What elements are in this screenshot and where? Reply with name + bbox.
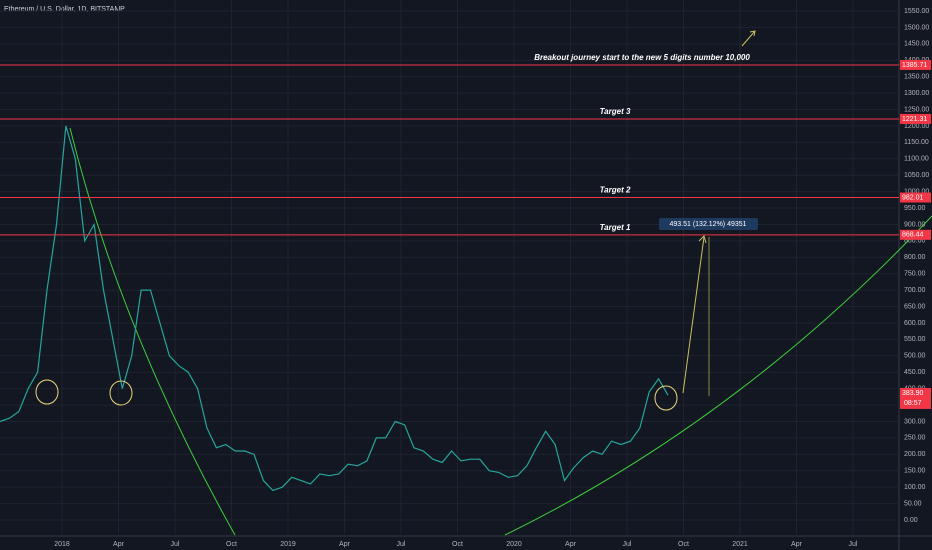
projection-arrow [682, 236, 705, 394]
circle-marker [109, 380, 133, 406]
x-tick-label: Apr [791, 541, 803, 548]
support-curve [504, 215, 932, 536]
y-tick-label: 150.00 [904, 468, 926, 475]
y-tick-label: 1550.00 [904, 8, 929, 15]
level-tag [900, 113, 931, 124]
y-tick-label: 1100.00 [904, 156, 929, 163]
y-tick-label: 1200.00 [904, 123, 929, 130]
x-tick-label: 2020 [506, 541, 522, 548]
level-tag [900, 59, 931, 70]
level-label: 1221.31 [902, 116, 927, 123]
y-tick-label: 1050.00 [904, 172, 929, 179]
x-tick-label: Oct [226, 541, 237, 548]
y-tick-label: 1000.00 [904, 188, 929, 195]
y-tick-label: 700.00 [904, 287, 926, 294]
y-tick-label: 1300.00 [904, 90, 929, 97]
arrow-head [749, 30, 756, 37]
level-tag [900, 229, 931, 240]
level-annotation: Target 2 [600, 186, 631, 195]
x-tick-label: Oct [452, 541, 463, 548]
y-tick-label: 650.00 [904, 303, 926, 310]
measure-label: 493.51 (132.12%) 49351 [669, 221, 746, 228]
last-price-tag [900, 387, 931, 409]
y-tick-label: 300.00 [904, 418, 926, 425]
price-line [0, 125, 669, 492]
y-tick-label: 1500.00 [904, 24, 929, 31]
grid [0, 0, 899, 536]
support-curve [69, 127, 236, 536]
level-tag [900, 192, 931, 203]
x-tick-label: Jul [397, 541, 406, 548]
x-tick-label: 2018 [54, 541, 70, 548]
x-tick-label: Apr [339, 541, 351, 548]
x-tick-label: Oct [678, 541, 689, 548]
x-tick-label: 2021 [732, 541, 748, 548]
plot [0, 64, 899, 492]
chart-title: Ethereum / U.S. Dollar, 1D, BITSTAMP [4, 6, 125, 13]
y-tick-label: 550.00 [904, 336, 926, 343]
y-tick-label: 800.00 [904, 254, 926, 261]
level-annotation: Target 1 [600, 223, 631, 232]
y-tick-label: 850.00 [904, 238, 926, 245]
x-tick-label: Apr [113, 541, 125, 548]
y-tick-label: 50.00 [904, 500, 922, 507]
y-tick-label: 1350.00 [904, 74, 929, 81]
y-tick-label: 1250.00 [904, 106, 929, 113]
y-tick-label: 600.00 [904, 320, 926, 327]
y-tick-label: 200.00 [904, 451, 926, 458]
x-tick-label: 2019 [280, 541, 296, 548]
arrow-head [698, 235, 707, 244]
last-price-label: 383.90 [902, 390, 924, 397]
y-tick-label: 900.00 [904, 221, 926, 228]
y-tick-label: 750.00 [904, 271, 926, 278]
y-tick-label: 500.00 [904, 353, 926, 360]
y-tick-label: 950.00 [904, 205, 926, 212]
x-tick-label: Jul [849, 541, 858, 548]
x-tick-label: Apr [565, 541, 577, 548]
level-annotation: Breakout journey start to the new 5 digi… [534, 53, 750, 62]
circle-marker [654, 385, 678, 411]
y-tick-label: 0.00 [904, 517, 918, 524]
y-tick-label: 250.00 [904, 435, 926, 442]
y-tick-label: 1450.00 [904, 41, 929, 48]
level-label: 1385.71 [902, 62, 927, 69]
measure-box [659, 218, 758, 230]
breakout-arrow [741, 30, 756, 47]
y-tick-label: 100.00 [904, 484, 926, 491]
x-tick-label: Jul [171, 541, 180, 548]
level-label: 868.44 [902, 232, 924, 239]
countdown: 08:57 [904, 400, 922, 407]
circle-marker [35, 379, 59, 405]
level-label: 982.01 [902, 194, 924, 201]
y-tick-label: 1150.00 [904, 139, 929, 146]
y-tick-label: 450.00 [904, 369, 926, 376]
level-annotation: Target 3 [600, 107, 631, 116]
x-tick-label: Jul [623, 541, 632, 548]
